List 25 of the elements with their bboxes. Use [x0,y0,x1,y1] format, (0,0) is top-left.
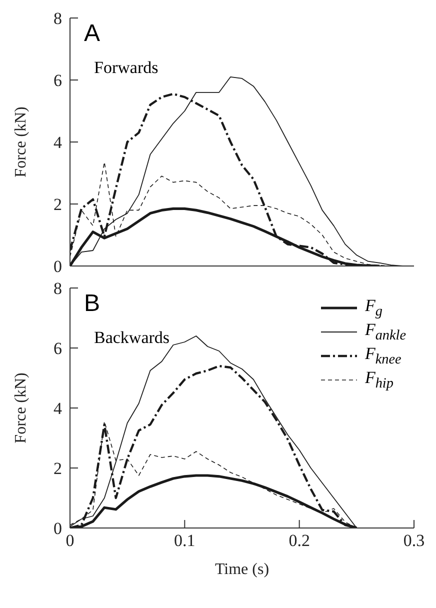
text: Forwards [94,58,158,78]
chart-title: B [84,290,100,318]
y-tick-label: 0 [54,257,62,276]
text: Backwards [94,328,170,348]
x-tick-label: 0.1 [174,531,196,550]
x-tick-label: 0.3 [403,531,425,550]
y-tick-label: 2 [54,459,62,478]
x-tick-label: 0.2 [288,531,310,550]
y-axis-title: Force (kN) [12,106,30,178]
y-tick-label: 6 [54,71,62,90]
legend-label: F$_{hip}$ [364,368,394,392]
legend-label: F$_{ankle}$ [364,320,406,344]
chart-title: A [84,20,100,48]
legend-label: F$_{g}$ [364,296,382,320]
y-tick-label: 4 [54,399,62,418]
legend-label: F$_{knee}$ [364,344,402,368]
x-axis-title: Time (s) [214,561,270,578]
y-tick-label: 8 [54,279,62,298]
y-tick-label: 8 [54,9,62,28]
y-tick-label: 2 [54,195,62,214]
y-tick-label: 0 [54,519,62,538]
y-tick-label: 4 [54,133,62,152]
x-tick-label: 0 [66,531,74,550]
y-axis-title: Force (kN) [12,372,30,444]
y-tick-label: 6 [54,339,62,358]
